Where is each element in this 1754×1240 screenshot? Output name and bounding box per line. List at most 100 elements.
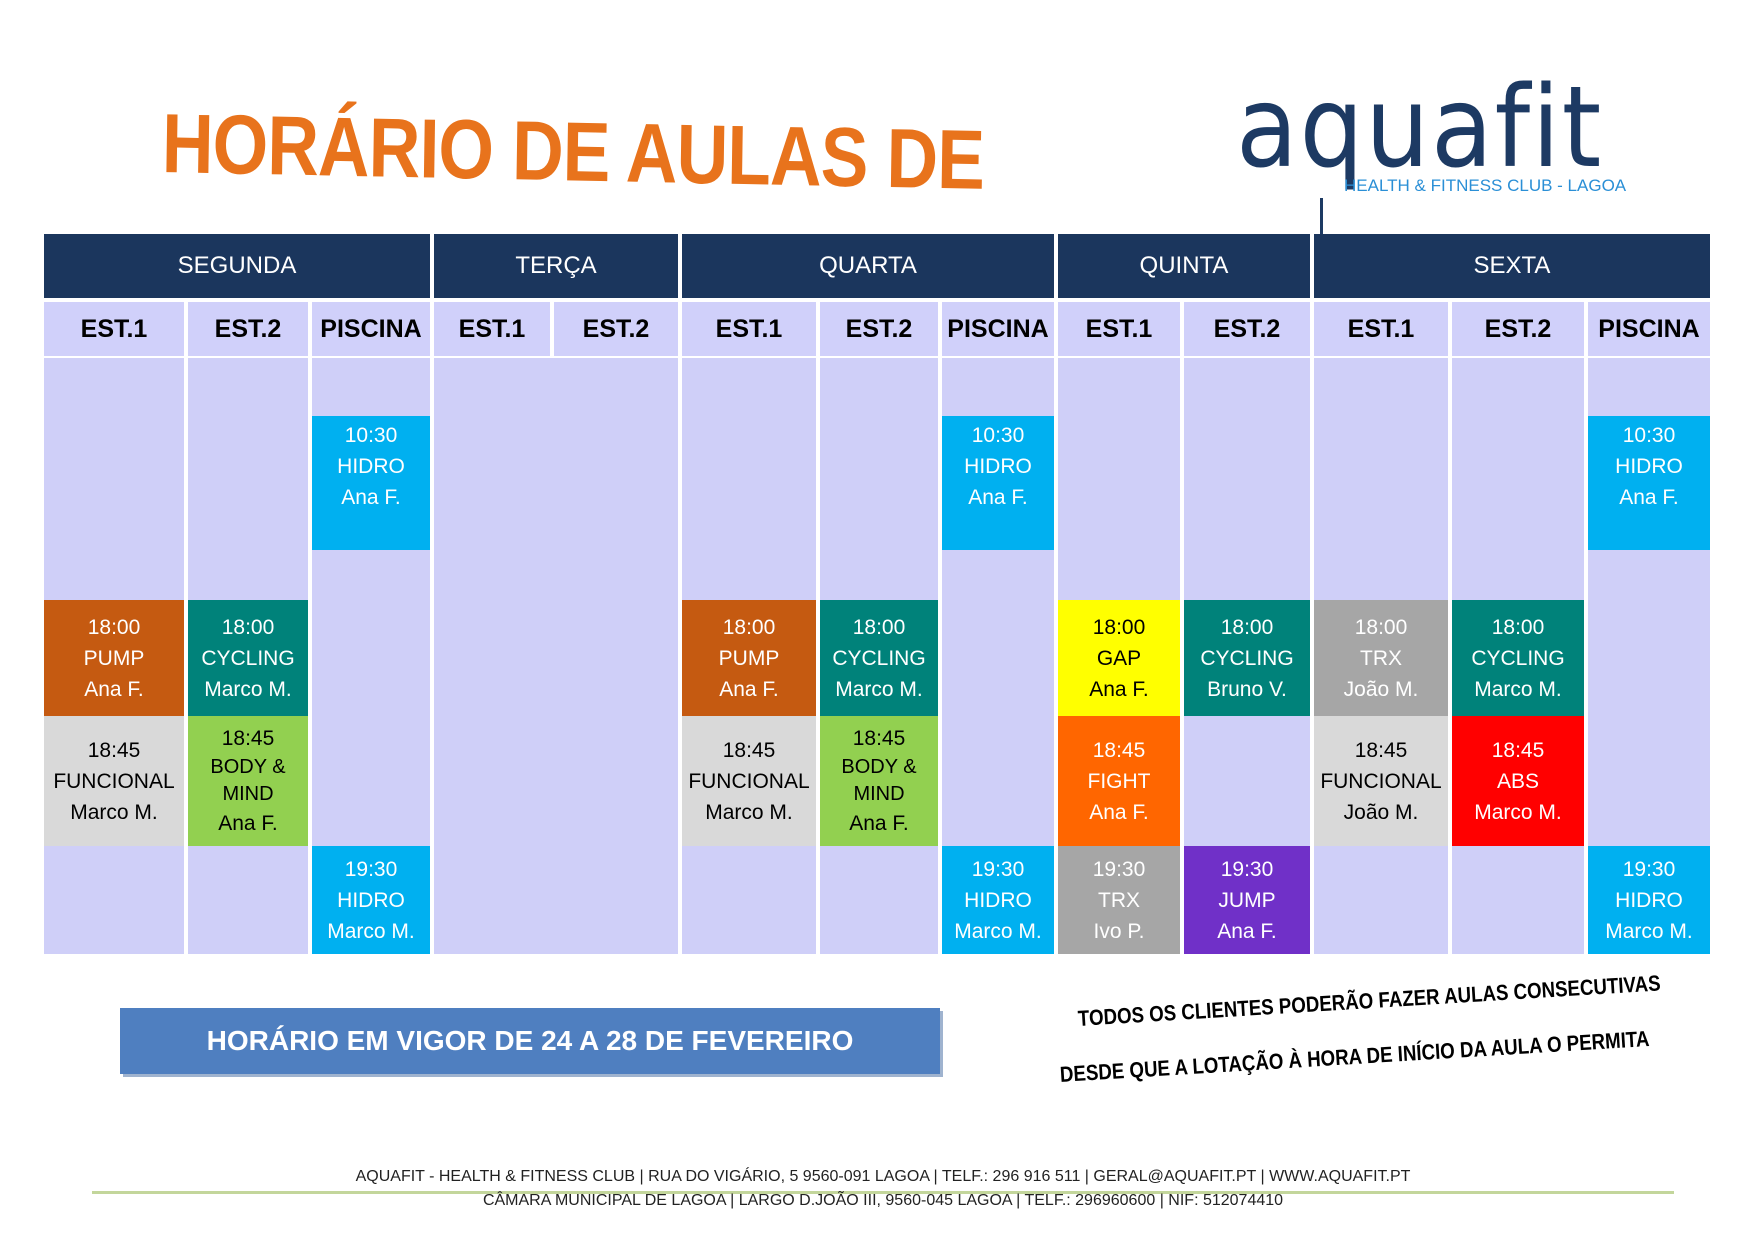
logo-wordmark: aquafit <box>1236 63 1604 193</box>
class-name: BODY & <box>210 756 286 778</box>
class-instructor: Marco M. <box>835 677 923 701</box>
class-block: 18:00 CYCLING Marco M. <box>820 600 938 716</box>
class-instructor: Marco M. <box>327 919 415 943</box>
studio-header: EST.2 <box>554 302 678 356</box>
class-block: 10:30 HIDRO Ana F. <box>1588 416 1710 550</box>
class-name: FIGHT <box>1087 769 1151 793</box>
class-instructor: Ivo P. <box>1093 919 1145 943</box>
class-instructor: Marco M. <box>1474 800 1562 824</box>
class-time: 18:45 <box>1092 738 1146 762</box>
class-time: 19:30 <box>1622 857 1676 881</box>
class-instructor: Ana F. <box>1619 486 1679 509</box>
studio-header: EST.1 <box>1058 302 1180 356</box>
studio-header: PISCINA <box>1588 302 1710 356</box>
class-block: 18:00 CYCLING Marco M. <box>188 600 308 716</box>
class-time: 18:00 <box>221 615 275 639</box>
class-block: 19:30 JUMP Ana F. <box>1184 846 1310 954</box>
studio-header: EST.2 <box>1452 302 1584 356</box>
class-name: GAP <box>1096 646 1142 670</box>
class-name: FUNCIONAL <box>688 769 810 793</box>
day-header-quarta: QUARTA <box>682 234 1054 298</box>
class-time: 18:00 <box>1491 615 1545 639</box>
class-block: 19:30 HIDRO Marco M. <box>1588 846 1710 954</box>
class-instructor: Marco M. <box>1605 919 1693 943</box>
schedule-column-terca <box>434 358 678 954</box>
class-instructor: João M. <box>1343 677 1419 701</box>
studio-header: EST.1 <box>682 302 816 356</box>
class-name: CYCLING <box>832 646 926 670</box>
class-instructor: Ana F. <box>84 677 144 701</box>
class-name: MIND <box>222 783 274 805</box>
class-name: FUNCIONAL <box>1320 769 1442 793</box>
day-header-sexta: SEXTA <box>1314 234 1710 298</box>
class-time: 19:30 <box>344 857 398 881</box>
class-block: 18:45 FIGHT Ana F. <box>1058 716 1180 846</box>
class-time: 18:45 <box>722 738 776 762</box>
class-instructor: Ana F. <box>1089 800 1149 824</box>
studio-header: EST.1 <box>44 302 184 356</box>
class-block: 18:00 PUMP Ana F. <box>682 600 816 716</box>
day-header-terca: TERÇA <box>434 234 678 298</box>
class-instructor: Ana F. <box>968 486 1028 509</box>
class-block: 19:30 TRX Ivo P. <box>1058 846 1180 954</box>
class-name: CYCLING <box>1200 646 1294 670</box>
class-name: JUMP <box>1218 888 1276 912</box>
class-name: HIDRO <box>1615 455 1683 478</box>
footer-municipality: CÂMARA MUNICIPAL DE LAGOA | LARGO D.JOÃO… <box>482 1192 1284 1209</box>
class-block: 18:45 FUNCIONAL João M. <box>1314 716 1448 846</box>
class-name: FUNCIONAL <box>53 769 175 793</box>
class-block: 18:45 FUNCIONAL Marco M. <box>44 716 184 846</box>
class-block: 18:45 FUNCIONAL Marco M. <box>682 716 816 846</box>
day-header-segunda: SEGUNDA <box>44 234 430 298</box>
class-name: BODY & <box>841 756 917 778</box>
class-instructor: Bruno V. <box>1207 677 1287 701</box>
class-time: 18:45 <box>87 738 141 762</box>
class-block: 18:00 CYCLING Marco M. <box>1452 600 1584 716</box>
class-instructor: Ana F. <box>218 812 278 835</box>
class-name: TRX <box>1098 888 1140 912</box>
class-time: 18:45 <box>1491 738 1545 762</box>
logo-subtitle: HEALTH & FITNESS CLUB - LAGOA <box>1344 176 1627 195</box>
class-name: CYCLING <box>201 646 295 670</box>
class-name: HIDRO <box>964 888 1032 912</box>
class-instructor: Marco M. <box>70 800 158 824</box>
footer-address: AQUAFIT - HEALTH & FITNESS CLUB | RUA DO… <box>355 1168 1411 1185</box>
class-time: 19:30 <box>1220 857 1274 881</box>
class-time: 18:00 <box>1092 615 1146 639</box>
studio-header: EST.2 <box>1184 302 1310 356</box>
note-consecutive-classes: TODOS OS CLIENTES PODERÃO FAZER AULAS CO… <box>1077 970 1662 1031</box>
class-name: TRX <box>1360 646 1402 670</box>
class-block: 19:30 HIDRO Marco M. <box>942 846 1054 954</box>
class-name: HIDRO <box>1615 888 1683 912</box>
day-header-quinta: QUINTA <box>1058 234 1310 298</box>
class-time: 18:45 <box>1354 738 1408 762</box>
class-instructor: Marco M. <box>954 919 1042 943</box>
class-time: 19:30 <box>971 857 1025 881</box>
studio-header: EST.2 <box>820 302 938 356</box>
class-block: 10:30 HIDRO Ana F. <box>312 416 430 550</box>
page-title: HORÁRIO DE AULAS DE GRUPO <box>161 96 1004 213</box>
class-block: 19:30 HIDRO Marco M. <box>312 846 430 954</box>
class-block: 18:45 ABS Marco M. <box>1452 716 1584 846</box>
class-time: 18:00 <box>1354 615 1408 639</box>
class-name: HIDRO <box>337 455 405 478</box>
class-time: 10:30 <box>1622 424 1676 447</box>
class-name: PUMP <box>83 646 145 670</box>
class-instructor: João M. <box>1343 800 1419 824</box>
class-instructor: Ana F. <box>1217 919 1277 943</box>
class-instructor: Marco M. <box>204 677 292 701</box>
class-time: 10:30 <box>344 424 398 447</box>
class-block: 18:00 CYCLING Bruno V. <box>1184 600 1310 716</box>
note-capacity: DESDE QUE A LOTAÇÃO À HORA DE INÍCIO DA … <box>1059 1025 1651 1087</box>
class-block: 18:45 BODY & MIND Ana F. <box>188 716 308 846</box>
studio-header: EST.1 <box>1314 302 1448 356</box>
class-instructor: Ana F. <box>341 486 401 509</box>
class-block: 18:00 TRX João M. <box>1314 600 1448 716</box>
class-block: 10:30 HIDRO Ana F. <box>942 416 1054 550</box>
class-time: 18:45 <box>221 727 275 750</box>
class-name: CYCLING <box>1471 646 1565 670</box>
class-name: ABS <box>1496 769 1540 793</box>
schedule-validity-banner: HORÁRIO EM VIGOR DE 24 A 28 DE FEVEREIRO <box>120 1008 940 1074</box>
aquafit-logo: aquafit HEALTH & FITNESS CLUB - LAGOA <box>1236 63 1626 246</box>
studio-header: PISCINA <box>942 302 1054 356</box>
